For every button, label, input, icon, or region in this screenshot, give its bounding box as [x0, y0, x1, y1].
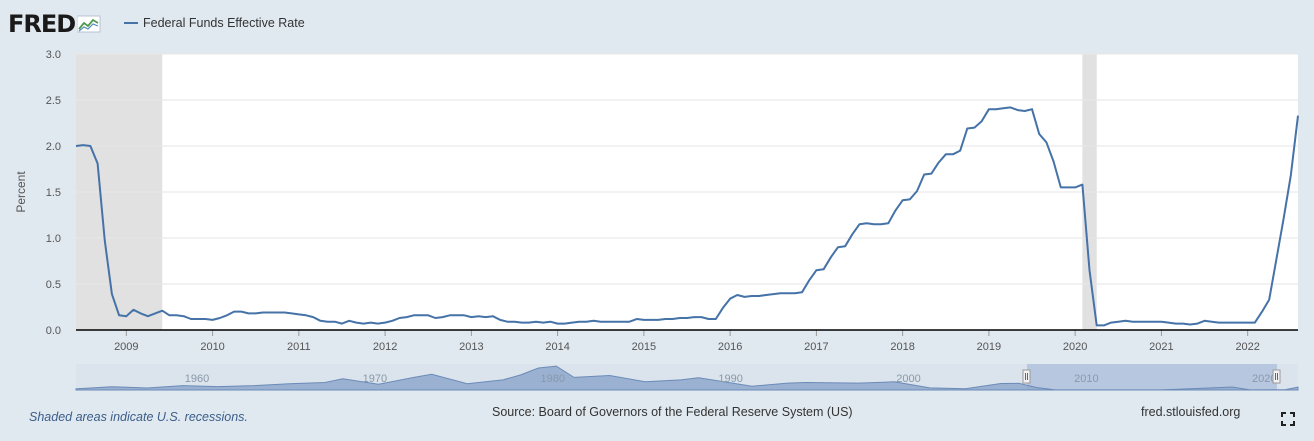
logo-text: FRED [8, 10, 76, 38]
y-tick-label: 0.5 [46, 279, 61, 291]
legend-swatch [124, 22, 138, 24]
navigator-tick-label: 1960 [185, 373, 209, 385]
x-tick-label: 2019 [977, 341, 1001, 353]
x-axis-ticks: 2009 2010 2011 2012 2013 2014 2015 2016 2017 2018… [114, 330, 1260, 353]
fullscreen-icon[interactable] [1281, 412, 1295, 426]
x-tick-label: 2014 [545, 341, 569, 353]
y-tick-label: 3.0 [46, 49, 61, 61]
navigator-handle-left[interactable] [1022, 369, 1031, 384]
fred-logo[interactable]: FRED [8, 8, 101, 40]
grid-lines [76, 53, 1298, 285]
navigator-tick-label: 1990 [718, 373, 742, 385]
navigator-tick-label: 1970 [363, 373, 387, 385]
legend-label: Federal Funds Effective Rate [143, 16, 305, 30]
source-note: Source: Board of Governors of the Federa… [492, 405, 853, 419]
recession-note: Shaded areas indicate U.S. recessions. [29, 410, 248, 424]
x-tick-label: 2022 [1235, 341, 1259, 353]
x-tick-label: 2011 [287, 341, 311, 353]
navigator-ticks: 1960 1970 1980 1990 2000 2010 2020 [185, 373, 1277, 385]
x-tick-label: 2010 [200, 341, 224, 353]
site-link[interactable]: fred.stlouisfed.org [1141, 405, 1241, 419]
x-tick-label: 2016 [718, 341, 742, 353]
y-tick-label: 2.5 [46, 95, 61, 107]
y-axis-ticks: 0.0 0.5 1.0 1.5 2.0 2.5 3.0 [46, 49, 61, 337]
x-tick-label: 2013 [459, 341, 483, 353]
navigator-selected-range[interactable] [1027, 364, 1277, 390]
y-tick-label: 1.5 [46, 187, 61, 199]
chart-legend: Federal Funds Effective Rate [124, 16, 305, 30]
chart-header: FRED Federal Funds Effective Rate [0, 0, 1314, 46]
x-tick-label: 2017 [804, 341, 828, 353]
navigator-tick-label: 2000 [896, 373, 920, 385]
navigator-tick-label: 2020 [1252, 373, 1276, 385]
navigator-tick-label: 1980 [540, 373, 564, 385]
navigator-tick-label: 2010 [1074, 373, 1098, 385]
range-navigator[interactable]: 1960 1970 1980 1990 2000 2010 2020 [75, 364, 1299, 391]
navigator-handle-right[interactable] [1272, 369, 1281, 384]
line-chart-icon [77, 15, 101, 33]
y-axis-title: Percent [14, 171, 28, 213]
series-line [75, 106, 1299, 327]
x-tick-label: 2020 [1063, 341, 1087, 353]
x-tick-label: 2012 [373, 341, 397, 353]
y-tick-label: 1.0 [46, 233, 61, 245]
y-tick-label: 0.0 [46, 325, 61, 337]
navigator-area [75, 365, 1299, 391]
x-tick-label: 2021 [1149, 341, 1173, 353]
chart-area: 0.00.51.01.52.02.53.0 2009 2010 2011 2012 20… [14, 49, 1299, 391]
x-tick-label: 2009 [114, 341, 138, 353]
y-tick-label: 2.0 [46, 141, 61, 153]
x-tick-label: 2018 [890, 341, 914, 353]
x-tick-label: 2015 [632, 341, 656, 353]
